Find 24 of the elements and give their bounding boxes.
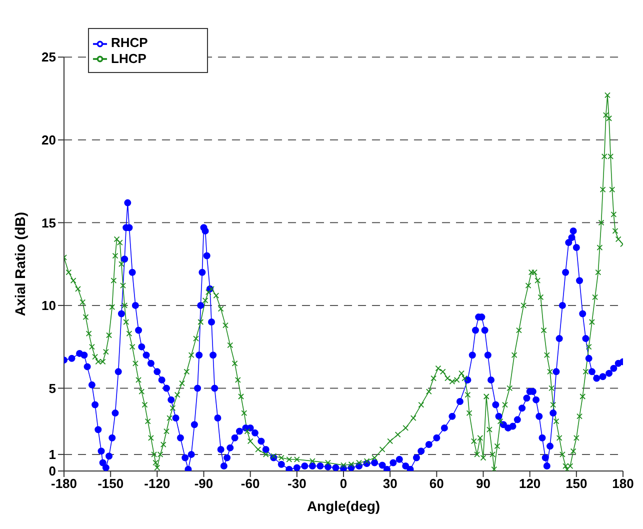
- legend-label: LHCP: [111, 50, 146, 66]
- y-tick-label: 5: [48, 380, 56, 396]
- x-tick-label: -90: [194, 476, 214, 492]
- y-tick-label: 10: [42, 298, 56, 314]
- x-tick-label: 30: [382, 476, 398, 492]
- x-tick-label: -150: [98, 476, 124, 492]
- x-tick-label: -60: [240, 476, 260, 492]
- y-tick-label: 1: [48, 447, 56, 462]
- x-tick-label: -30: [288, 476, 306, 492]
- y-tick-label: 15: [42, 215, 56, 230]
- x-tick-label: 180: [612, 476, 634, 492]
- x-tick-label: 90: [476, 476, 490, 492]
- x-tick-label: -180: [50, 476, 78, 492]
- legend-label: RHCP: [111, 35, 148, 50]
- x-axis-title: Angle(deg): [306, 498, 380, 514]
- x-tick-label: 150: [566, 476, 588, 492]
- x-tick-label: 120: [518, 476, 541, 492]
- y-axis-title: Axial Ratio (dB): [12, 212, 28, 316]
- x-tick-label: -120: [144, 476, 170, 492]
- y-tick-label: 20: [42, 132, 56, 148]
- y-tick-label: 25: [42, 50, 56, 65]
- y-tick-label: 0: [48, 464, 56, 479]
- x-tick-label: 0: [340, 476, 348, 492]
- x-tick-label: 60: [429, 476, 444, 492]
